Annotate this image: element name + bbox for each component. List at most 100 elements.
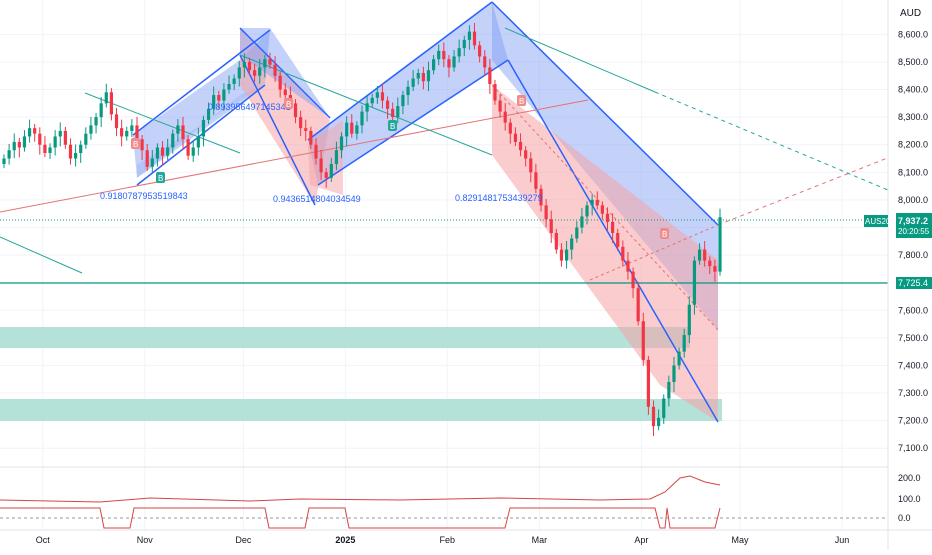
candle-body <box>447 59 451 68</box>
countdown-label: 20:20:55 <box>898 227 930 236</box>
y-tick-label: 8,600.0 <box>898 29 928 39</box>
candle-body <box>94 117 98 126</box>
svg-text:B: B <box>286 100 291 109</box>
candle-body <box>549 219 553 233</box>
candle-body <box>278 75 282 90</box>
candle-body <box>600 205 604 214</box>
x-tick-label: Oct <box>36 535 51 545</box>
candle-body <box>319 158 323 173</box>
x-tick-label: Apr <box>634 535 648 545</box>
candle-body <box>263 59 267 68</box>
fib-label-2: 0.893956497145341 <box>208 102 291 112</box>
candle-body <box>268 59 272 65</box>
candle-body <box>626 260 630 272</box>
fib-label-3: 0.9436514804034549 <box>273 194 361 204</box>
x-tick-label: May <box>731 535 749 545</box>
current-price-tag <box>896 213 932 238</box>
candle-body <box>385 100 390 109</box>
candle-body <box>38 133 42 145</box>
candle-body <box>201 119 206 137</box>
candle-body <box>283 89 287 96</box>
candle-body <box>636 288 640 322</box>
y-tick-label: 8,400.0 <box>898 85 928 95</box>
candle-body <box>462 39 466 49</box>
candle-body <box>99 103 103 118</box>
level-price-tag <box>896 277 932 289</box>
support-zone-upper <box>0 327 690 348</box>
svg-text:B: B <box>133 140 138 149</box>
candle-body <box>442 50 446 60</box>
indicator-tick-100: 100.0 <box>898 494 921 504</box>
svg-text:B: B <box>519 97 524 106</box>
candle-body <box>662 398 666 418</box>
candle-body <box>7 150 11 159</box>
candle-body <box>206 108 211 120</box>
candle-body <box>467 31 471 40</box>
candle-body <box>580 216 584 228</box>
candle-body <box>345 122 349 137</box>
indicator-pane <box>0 475 888 529</box>
candle-body <box>513 133 518 142</box>
candle-body <box>657 417 661 427</box>
candle-body <box>253 70 257 76</box>
candle-body <box>559 249 564 261</box>
candle-body <box>43 144 47 153</box>
candle-body <box>488 67 492 85</box>
candle-body <box>350 122 354 134</box>
x-tick-label: Jun <box>835 535 850 545</box>
y-tick-label: 8,300.0 <box>898 112 928 122</box>
candle-body <box>365 103 369 112</box>
indicator-tick-200: 200.0 <box>898 473 921 483</box>
candle-body <box>452 56 456 68</box>
candle-body <box>242 61 246 68</box>
candle-body <box>646 359 650 407</box>
candle-body <box>227 84 231 90</box>
candle-body <box>171 133 175 148</box>
candle-body <box>718 217 722 272</box>
candle-body <box>140 139 144 151</box>
candle-body <box>109 92 113 115</box>
candle-body <box>48 147 52 153</box>
candle-body <box>605 213 610 222</box>
candle-body <box>457 48 461 57</box>
candle-body <box>89 125 93 134</box>
candle-body <box>135 125 139 140</box>
candle-body <box>432 59 436 71</box>
candle-body <box>651 406 656 427</box>
candle-body <box>293 103 298 118</box>
x-tick-label: 2025 <box>335 535 355 545</box>
candle-body <box>232 78 236 85</box>
candle-body <box>339 136 344 151</box>
candle-body <box>273 64 277 76</box>
y-tick-label: 7,300.0 <box>898 388 928 398</box>
candle-body <box>217 95 221 101</box>
candle-body <box>309 130 313 145</box>
candle-body <box>360 111 364 126</box>
candle-body <box>672 365 676 382</box>
candle-body <box>130 125 134 131</box>
candle-body <box>166 147 170 156</box>
candle-body <box>237 67 241 79</box>
candle-body <box>324 172 328 178</box>
currency-label: AUD <box>900 8 921 19</box>
candle-body <box>472 31 477 46</box>
candle-body <box>682 335 686 352</box>
candle-body <box>33 128 37 134</box>
candle-body <box>641 321 645 360</box>
candle-body <box>104 92 108 104</box>
x-tick-label: Nov <box>137 535 154 545</box>
candle-body <box>84 133 88 145</box>
y-tick-label: 8,500.0 <box>898 57 928 67</box>
candle-body <box>2 158 6 165</box>
candle-body <box>74 152 78 159</box>
y-tick-label: 8,100.0 <box>898 167 928 177</box>
candle-body <box>503 111 507 123</box>
candle-body <box>114 114 119 129</box>
candle-body <box>426 70 431 82</box>
candle-body <box>616 233 620 247</box>
candle-body <box>406 86 410 96</box>
candle-body <box>539 188 543 206</box>
svg-text:B: B <box>158 174 163 183</box>
y-tick-label: 7,200.0 <box>898 416 928 426</box>
candle-body <box>160 147 165 156</box>
